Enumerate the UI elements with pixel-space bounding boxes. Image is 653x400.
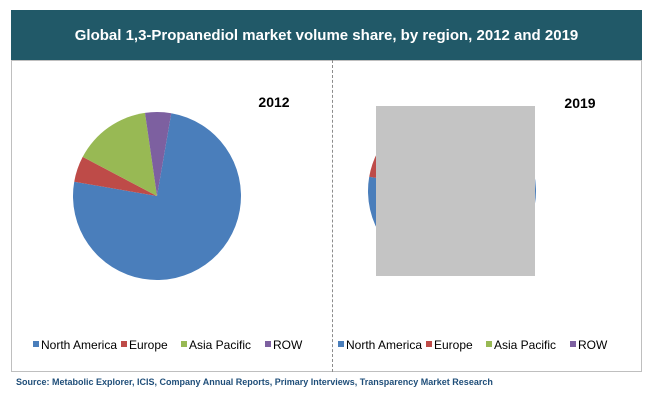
- legend-label-asia-pacific: Asia Pacific: [189, 338, 251, 352]
- legend-swatch-asia-pacific: [486, 341, 492, 347]
- legend-swatch-north-america: [338, 341, 344, 347]
- legend-swatch-europe: [121, 341, 127, 347]
- legend-label-north-america: North America: [346, 338, 422, 352]
- pie-2012: [73, 112, 242, 281]
- source-note: Source: Metabolic Explorer, ICIS, Compan…: [16, 377, 493, 387]
- chart-title-bar: Global 1,3-Propanediol market volume sha…: [11, 10, 642, 60]
- legend-swatch-row: [265, 341, 271, 347]
- legend-swatch-europe: [426, 341, 432, 347]
- legend-label-row: ROW: [578, 338, 608, 352]
- slice-asia-pacific: [82, 112, 157, 196]
- chart-title: Global 1,3-Propanediol market volume sha…: [74, 26, 579, 44]
- legend-swatch-north-america: [33, 341, 39, 347]
- gray-occluder-box: [376, 106, 535, 276]
- legend-swatch-asia-pacific: [181, 341, 187, 347]
- legend-label-europe: Europe: [434, 338, 473, 352]
- slice-north-america: [73, 113, 242, 281]
- pie-title-2019: 2019: [564, 95, 595, 111]
- slice-row: [144, 112, 172, 196]
- legend-swatch-row: [570, 341, 576, 347]
- pie-title-2012: 2012: [258, 94, 289, 110]
- legend-label-north-america: North America: [41, 338, 117, 352]
- slice-europe: [74, 156, 157, 196]
- legend-2019: North America Europe Asia Pacific ROW: [338, 338, 608, 352]
- legend-label-row: ROW: [273, 338, 303, 352]
- legend-label-europe: Europe: [129, 338, 168, 352]
- legend-2012: North America Europe Asia Pacific ROW: [33, 338, 303, 352]
- panel-divider: [332, 60, 333, 372]
- legend-label-asia-pacific: Asia Pacific: [494, 338, 556, 352]
